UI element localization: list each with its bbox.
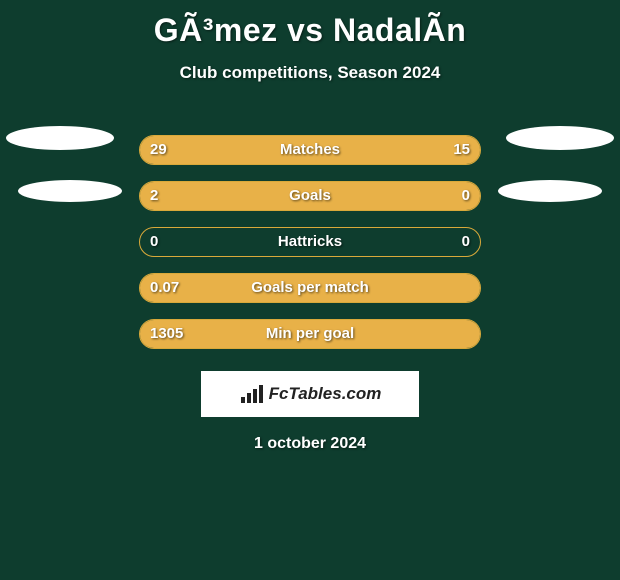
stat-value-left: 2 [150,173,158,219]
stat-row: 1305 Min per goal [0,311,620,357]
stat-row: 29 Matches 15 [0,127,620,173]
comparison-infographic: GÃ³mez vs NadalÃ­n Club competitions, Se… [0,0,620,580]
page-title: GÃ³mez vs NadalÃ­n [0,12,620,49]
date-label: 1 october 2024 [0,435,620,453]
bar-chart-icon [239,383,265,405]
stat-value-left: 0 [150,219,158,265]
stat-value-left: 1305 [150,311,183,357]
stat-bar-left [140,182,402,210]
stat-row: 0 Hattricks 0 [0,219,620,265]
stat-bar-track [139,181,481,211]
brand-box: FcTables.com [201,371,419,417]
stats-rows: 29 Matches 15 2 Goals 0 0 Hattricks 0 [0,127,620,357]
stat-row: 2 Goals 0 [0,173,620,219]
stat-row: 0.07 Goals per match [0,265,620,311]
stat-value-left: 0.07 [150,265,179,311]
page-subtitle: Club competitions, Season 2024 [0,63,620,83]
stat-bar-track [139,135,481,165]
stat-bar-track [139,227,481,257]
stat-value-left: 29 [150,127,167,173]
stat-bar-track [139,273,481,303]
stat-value-right: 15 [453,127,470,173]
stat-bar-left [140,320,480,348]
stat-value-right: 0 [462,219,470,265]
stat-bar-left [140,136,364,164]
stat-bar-left [140,274,480,302]
brand-text: FcTables.com [269,384,382,404]
stat-value-right: 0 [462,173,470,219]
stat-bar-track [139,319,481,349]
